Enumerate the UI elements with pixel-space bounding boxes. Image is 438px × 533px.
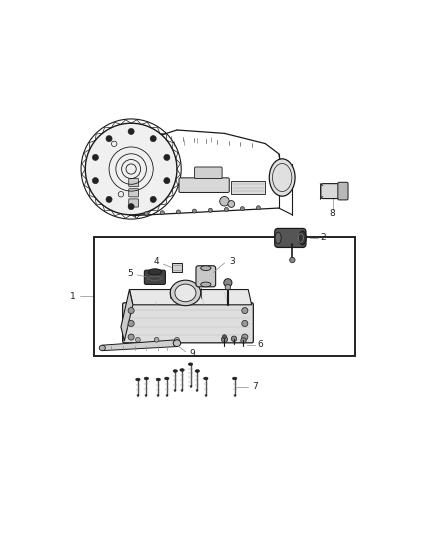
Circle shape [128, 128, 134, 134]
Circle shape [106, 135, 112, 142]
Circle shape [106, 196, 112, 203]
Ellipse shape [275, 232, 281, 244]
Circle shape [220, 197, 229, 206]
Ellipse shape [175, 284, 196, 302]
FancyBboxPatch shape [338, 182, 348, 200]
Circle shape [150, 135, 156, 142]
Ellipse shape [180, 369, 184, 372]
Circle shape [92, 177, 99, 184]
Circle shape [150, 196, 156, 203]
Bar [231, 181, 265, 195]
Text: 6: 6 [258, 341, 264, 349]
Ellipse shape [195, 370, 200, 373]
Circle shape [145, 212, 148, 215]
Circle shape [164, 155, 170, 160]
Polygon shape [102, 340, 177, 351]
Circle shape [241, 338, 246, 343]
Ellipse shape [136, 378, 140, 381]
Ellipse shape [148, 269, 162, 275]
Circle shape [242, 320, 248, 327]
Circle shape [256, 206, 261, 210]
FancyBboxPatch shape [275, 229, 306, 247]
Polygon shape [121, 289, 133, 341]
Ellipse shape [201, 282, 211, 287]
Text: 3: 3 [229, 257, 235, 266]
Text: 8: 8 [329, 208, 336, 217]
Circle shape [224, 279, 232, 287]
Text: 4: 4 [153, 257, 159, 266]
Circle shape [160, 211, 164, 215]
Ellipse shape [173, 370, 177, 373]
FancyBboxPatch shape [123, 303, 253, 343]
Circle shape [224, 207, 229, 212]
Bar [172, 263, 182, 272]
Text: 9: 9 [190, 349, 196, 358]
Ellipse shape [204, 377, 208, 380]
Ellipse shape [165, 377, 169, 380]
FancyBboxPatch shape [145, 270, 166, 285]
Ellipse shape [156, 378, 160, 381]
Ellipse shape [170, 280, 201, 305]
Circle shape [128, 204, 134, 209]
Circle shape [175, 337, 179, 342]
Ellipse shape [299, 231, 306, 245]
Text: 5: 5 [127, 269, 133, 278]
FancyBboxPatch shape [196, 266, 215, 287]
Circle shape [242, 334, 248, 340]
Bar [94, 237, 355, 356]
Circle shape [135, 337, 140, 342]
Circle shape [225, 285, 230, 290]
FancyBboxPatch shape [194, 167, 222, 179]
FancyBboxPatch shape [129, 179, 138, 187]
Circle shape [228, 200, 235, 207]
Text: 7: 7 [253, 382, 258, 391]
FancyBboxPatch shape [129, 189, 138, 197]
FancyBboxPatch shape [321, 184, 345, 199]
Ellipse shape [188, 363, 193, 366]
Circle shape [177, 210, 180, 214]
Circle shape [192, 209, 197, 213]
Circle shape [154, 337, 159, 342]
Circle shape [128, 320, 134, 327]
Circle shape [222, 336, 227, 343]
Ellipse shape [173, 340, 181, 346]
Text: 1: 1 [70, 292, 75, 301]
Text: 2: 2 [320, 233, 326, 243]
FancyBboxPatch shape [129, 199, 138, 207]
Circle shape [231, 336, 237, 342]
FancyBboxPatch shape [179, 178, 229, 192]
Circle shape [128, 334, 134, 340]
Circle shape [223, 335, 226, 339]
Ellipse shape [85, 123, 177, 215]
Circle shape [164, 177, 170, 184]
Ellipse shape [269, 159, 295, 196]
Ellipse shape [233, 377, 237, 380]
Circle shape [208, 208, 212, 212]
Polygon shape [130, 289, 251, 305]
Circle shape [92, 155, 99, 160]
Circle shape [128, 308, 134, 313]
Ellipse shape [144, 377, 148, 380]
Ellipse shape [99, 345, 105, 351]
Circle shape [240, 207, 244, 211]
Circle shape [242, 308, 248, 313]
Ellipse shape [201, 266, 211, 271]
Circle shape [290, 257, 295, 263]
